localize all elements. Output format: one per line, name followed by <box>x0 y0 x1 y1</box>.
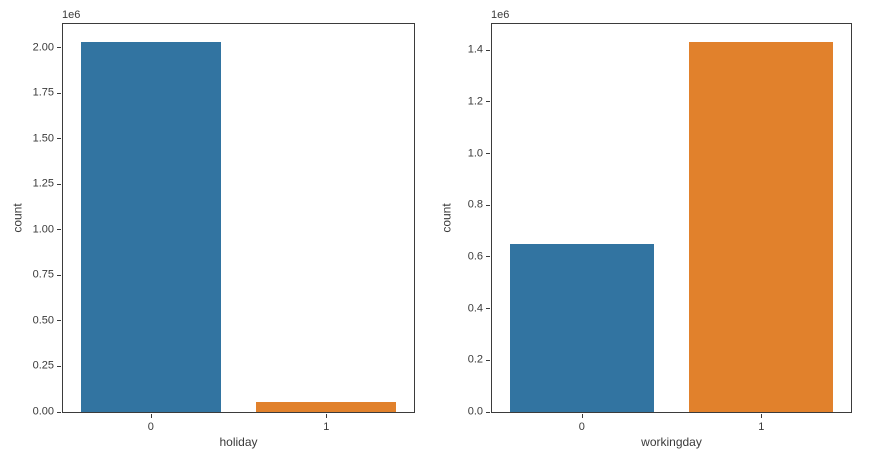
y-tick-label: 0.8 <box>467 198 483 211</box>
y-tick-label: 0.6 <box>467 250 483 263</box>
y-tick-label: 0.50 <box>32 314 54 327</box>
y-tick-mark <box>57 274 61 276</box>
y-axis-offset-text: 1e6 <box>491 9 510 21</box>
y-tick-label: 0.2 <box>467 353 483 366</box>
y-tick-mark <box>57 47 61 49</box>
y-tick-label: 0.00 <box>32 405 54 418</box>
bar-holiday-1 <box>256 401 397 412</box>
x-axis-label: workingday <box>641 435 702 449</box>
y-tick-mark <box>57 229 61 231</box>
holiday-chart-axes: 1e6 count holiday 0 1 0.00 0.25 0.50 0.75 1.00… <box>11 10 415 449</box>
y-tick-mark <box>57 92 61 94</box>
bar-holiday-0 <box>80 42 221 412</box>
x-tick-mark <box>150 414 152 418</box>
y-tick-mark <box>57 183 61 185</box>
y-axis-label: count <box>439 203 454 233</box>
y-tick-mark <box>486 411 490 413</box>
y-tick-mark <box>57 138 61 140</box>
y-tick-label: 1.75 <box>32 86 54 99</box>
y-tick-mark <box>486 153 490 155</box>
y-tick-label: 1.50 <box>32 132 54 145</box>
y-tick-mark <box>57 320 61 322</box>
x-tick-label: 0 <box>578 421 585 433</box>
y-tick-label: 0.4 <box>467 302 483 315</box>
x-tick-label: 1 <box>758 421 765 433</box>
y-tick-mark <box>486 256 490 258</box>
y-tick-label: 1.4 <box>467 43 483 56</box>
y-tick-label: 1.0 <box>467 147 483 160</box>
y-tick-mark <box>486 101 490 103</box>
y-tick-mark <box>486 359 490 361</box>
y-tick-mark <box>486 204 490 206</box>
y-tick-mark <box>486 308 490 310</box>
y-tick-label: 1.25 <box>32 177 54 190</box>
x-axis-label: holiday <box>219 435 258 449</box>
workingday-chart-axes: 1e6 count workingday 0 1 0.0 0.2 0.4 0.6 0.8 1.… <box>440 10 852 449</box>
y-tick-label: 0.0 <box>467 405 483 418</box>
x-tick-mark <box>326 414 328 418</box>
x-tick-label: 1 <box>323 421 330 433</box>
y-tick-label: 1.2 <box>467 95 483 108</box>
x-tick-mark <box>761 414 763 418</box>
y-tick-label: 0.25 <box>32 359 54 372</box>
y-axis-label: count <box>10 203 25 233</box>
y-tick-mark <box>57 411 61 413</box>
y-tick-label: 2.00 <box>32 41 54 54</box>
y-axis-offset-text: 1e6 <box>62 9 81 21</box>
y-tick-mark <box>57 365 61 367</box>
y-tick-label: 1.00 <box>32 223 54 236</box>
bar-workingday-0 <box>509 244 654 412</box>
y-tick-mark <box>486 49 490 51</box>
bar-workingday-1 <box>689 42 834 412</box>
x-tick-label: 0 <box>147 421 154 433</box>
x-tick-mark <box>581 414 583 418</box>
y-tick-label: 0.75 <box>32 268 54 281</box>
